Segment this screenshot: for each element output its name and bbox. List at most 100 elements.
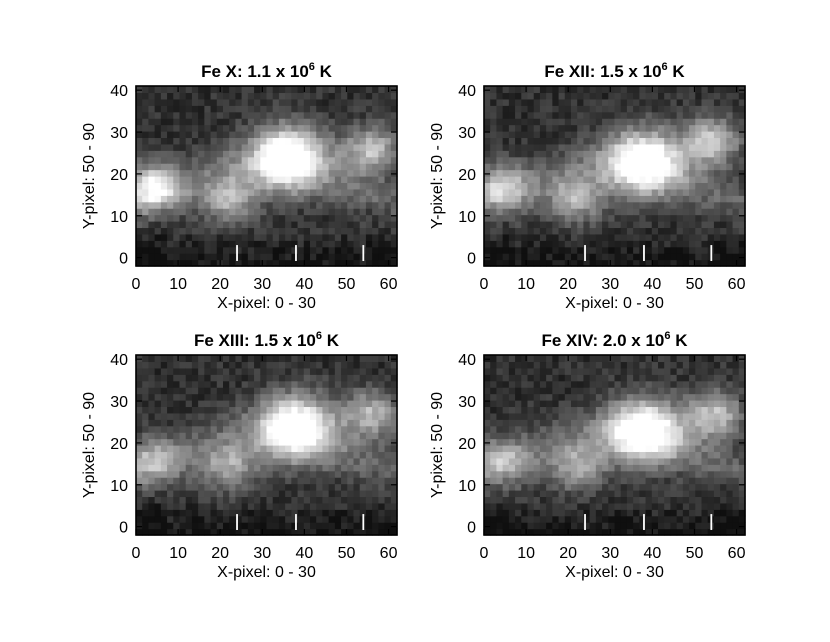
heatmap-cell bbox=[229, 419, 237, 427]
heatmap-cell bbox=[508, 445, 516, 453]
heatmap-cell bbox=[173, 227, 181, 235]
heatmap-cell bbox=[179, 92, 187, 100]
heatmap-cell bbox=[359, 124, 367, 132]
heatmap-cell bbox=[347, 253, 355, 261]
heatmap-cell bbox=[173, 406, 181, 414]
heatmap-cell bbox=[310, 176, 317, 184]
heatmap-cell bbox=[689, 150, 696, 158]
heatmap-cell bbox=[378, 445, 386, 453]
heatmap-cell bbox=[620, 253, 628, 261]
heatmap-cell bbox=[148, 92, 156, 100]
heatmap-cell bbox=[521, 393, 529, 401]
heatmap-cell bbox=[154, 111, 162, 119]
heatmap-cell bbox=[508, 419, 516, 427]
heatmap-cell bbox=[229, 259, 237, 267]
heatmap-cell bbox=[720, 393, 727, 401]
heatmap-cell bbox=[608, 201, 616, 209]
heatmap-cell bbox=[328, 169, 336, 177]
heatmap-cell bbox=[651, 156, 659, 164]
heatmap-cell bbox=[278, 400, 286, 408]
heatmap-cell bbox=[148, 246, 156, 254]
heatmap-cell bbox=[577, 522, 585, 530]
heatmap-cell bbox=[334, 509, 342, 517]
heatmap-cell bbox=[713, 522, 721, 530]
heatmap-cell bbox=[707, 259, 715, 267]
heatmap-cell bbox=[608, 176, 616, 184]
heatmap-cell bbox=[341, 380, 348, 388]
heatmap-cell bbox=[521, 509, 529, 517]
heatmap-cell bbox=[558, 118, 566, 126]
heatmap-cell bbox=[310, 393, 317, 401]
heatmap-cell bbox=[266, 156, 274, 164]
heatmap-cell bbox=[571, 483, 578, 491]
heatmap-cell bbox=[546, 201, 553, 209]
heatmap-cell bbox=[341, 182, 348, 190]
heatmap-cell bbox=[633, 380, 640, 388]
heatmap-cell bbox=[365, 92, 373, 100]
heatmap-cell bbox=[608, 432, 616, 440]
heatmap-cell bbox=[341, 451, 348, 459]
heatmap-cell bbox=[620, 221, 628, 229]
heatmap-cell bbox=[664, 240, 672, 248]
heatmap-cell bbox=[676, 528, 684, 536]
heatmap-cell bbox=[322, 201, 330, 209]
heatmap-cell bbox=[484, 98, 491, 106]
heatmap-cell bbox=[658, 477, 665, 485]
heatmap-cell bbox=[353, 253, 361, 261]
heatmap-cell bbox=[310, 419, 317, 427]
heatmap-cell bbox=[571, 470, 578, 478]
heatmap-cell bbox=[595, 259, 603, 267]
heatmap-cell bbox=[148, 432, 156, 440]
heatmap-cell bbox=[707, 92, 715, 100]
heatmap-cell bbox=[353, 195, 361, 203]
heatmap-cell bbox=[254, 380, 261, 388]
heatmap-cell bbox=[198, 208, 205, 216]
heatmap-cell bbox=[247, 515, 255, 523]
x-tick-label: 30 bbox=[253, 276, 271, 293]
heatmap-cell bbox=[328, 92, 336, 100]
heatmap-cell bbox=[303, 156, 311, 164]
heatmap-cell bbox=[322, 509, 330, 517]
heatmap-cell bbox=[658, 208, 665, 216]
heatmap-cell bbox=[589, 111, 597, 119]
heatmap-cell bbox=[160, 124, 168, 132]
heatmap-cell bbox=[720, 208, 727, 216]
heatmap-cell bbox=[260, 105, 268, 113]
heatmap-cell bbox=[272, 98, 280, 106]
heatmap-cell bbox=[614, 451, 622, 459]
heatmap-cell bbox=[633, 182, 640, 190]
heatmap-cell bbox=[216, 208, 224, 216]
heatmap-cell bbox=[291, 169, 299, 177]
heatmap-cell bbox=[310, 259, 317, 267]
heatmap-cell bbox=[645, 387, 653, 395]
heatmap-cell bbox=[620, 374, 628, 382]
heatmap-cell bbox=[179, 259, 187, 267]
heatmap-cell bbox=[558, 98, 566, 106]
panel-title-text: Fe XIII: 1.5 x 10 bbox=[194, 331, 316, 350]
heatmap-cell bbox=[558, 528, 566, 536]
heatmap-cell bbox=[664, 124, 672, 132]
heatmap-cell bbox=[136, 367, 143, 375]
heatmap-cell bbox=[552, 259, 560, 267]
heatmap-cell bbox=[515, 490, 522, 498]
heatmap-cell bbox=[173, 355, 181, 363]
heatmap-cell bbox=[272, 464, 280, 472]
heatmap-cell bbox=[552, 432, 560, 440]
heatmap-cell bbox=[515, 92, 522, 100]
heatmap-cell bbox=[285, 496, 292, 504]
heatmap-cell bbox=[508, 400, 516, 408]
heatmap-cell bbox=[552, 105, 560, 113]
heatmap-cell bbox=[272, 240, 280, 248]
heatmap-cell bbox=[726, 188, 734, 196]
heatmap-cell bbox=[136, 169, 143, 177]
heatmap-cell bbox=[303, 477, 311, 485]
heatmap-cell bbox=[595, 182, 603, 190]
heatmap-cell bbox=[254, 150, 261, 158]
heatmap-cell bbox=[577, 163, 585, 171]
heatmap-cell bbox=[241, 483, 249, 491]
heatmap-cell bbox=[235, 496, 243, 504]
heatmap-cell bbox=[682, 412, 690, 420]
heatmap-cell bbox=[682, 470, 690, 478]
heatmap-cell bbox=[216, 483, 224, 491]
heatmap-cell bbox=[490, 502, 498, 510]
